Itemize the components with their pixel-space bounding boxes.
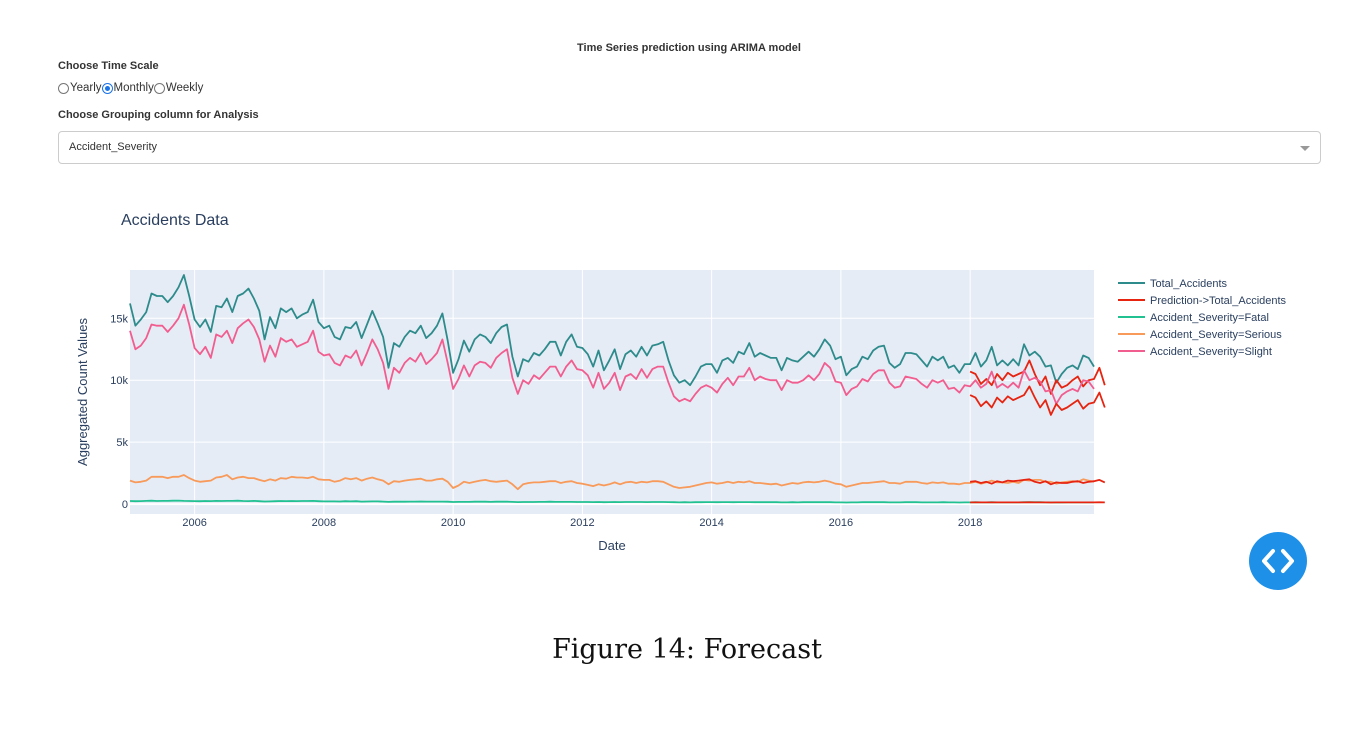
x-tick-label: 2012 <box>570 517 594 529</box>
legend-item: Prediction->Total_Accidents <box>1150 295 1287 307</box>
chart-title: Accidents Data <box>121 212 229 229</box>
series-line <box>969 385 1106 416</box>
radio-weekly-label: Weekly <box>165 82 204 94</box>
figure-caption: Figure 14: Forecast <box>552 634 822 665</box>
radio-monthly-label: Monthly <box>113 82 154 94</box>
y-tick-label: 15k <box>110 313 128 325</box>
y-tick-label: 5k <box>116 437 128 449</box>
legend-item: Accident_Severity=Serious <box>1150 329 1282 341</box>
x-tick-label: 2006 <box>182 517 206 529</box>
plot-area <box>130 270 1094 514</box>
radio-weekly-circle[interactable] <box>153 82 165 94</box>
x-tick-label: 2008 <box>312 517 336 529</box>
legend-item: Total_Accidents <box>1150 278 1228 290</box>
series-line <box>129 303 1095 405</box>
radio-weekly[interactable]: Weekly <box>153 82 204 94</box>
chevron-down-icon[interactable] <box>1300 146 1310 151</box>
series-line <box>129 474 1095 491</box>
accidents-chart: Accidents Data 2006 2008 2010 2012 2014 2016 2… <box>75 212 1287 553</box>
time-scale-radio-group: Yearly Monthly Weekly <box>58 82 203 94</box>
app-title: Time Series prediction using ARIMA model <box>577 42 801 54</box>
time-scale-label: Choose Time Scale <box>58 60 159 72</box>
legend-item: Accident_Severity=Fatal <box>1150 312 1269 324</box>
x-tick-label: 2018 <box>958 517 982 529</box>
x-tick-label: 2014 <box>699 517 723 529</box>
series-line <box>129 499 1094 504</box>
y-axis-title: Aggregated Count Values <box>75 318 90 466</box>
legend: Total_Accidents Prediction->Total_Acciden… <box>1118 278 1287 358</box>
x-axis-title: Date <box>598 538 625 553</box>
code-toggle-button[interactable] <box>1249 532 1307 590</box>
grouping-label: Choose Grouping column for Analysis <box>58 109 259 121</box>
radio-yearly-label: Yearly <box>70 82 102 94</box>
x-tick-label: 2010 <box>441 517 465 529</box>
series-line <box>129 274 1095 387</box>
series-line <box>970 478 1106 486</box>
y-tick-label: 0 <box>122 499 128 511</box>
code-brackets-icon <box>1262 549 1294 573</box>
y-tick-label: 10k <box>110 375 128 387</box>
grouping-dropdown-value: Accident_Severity <box>69 141 158 153</box>
radio-monthly[interactable]: Monthly <box>101 82 154 94</box>
x-tick-label: 2016 <box>829 517 853 529</box>
radio-yearly[interactable]: Yearly <box>58 82 102 94</box>
radio-yearly-circle[interactable] <box>58 82 69 94</box>
series-layer <box>129 274 1106 504</box>
grouping-dropdown[interactable]: Accident_Severity <box>58 131 1321 164</box>
radio-monthly-circle[interactable] <box>101 82 113 94</box>
legend-item: Accident_Severity=Slight <box>1150 346 1272 358</box>
tick-layer: 2006 2008 2010 2012 2014 2016 2018 0 5k 10k 15k <box>110 313 982 529</box>
